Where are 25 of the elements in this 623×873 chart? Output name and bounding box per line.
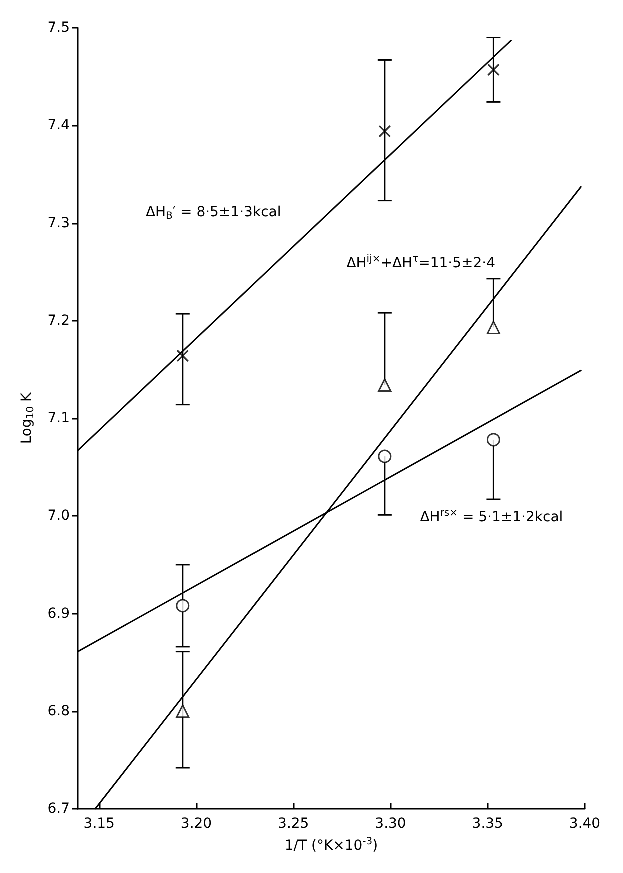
y-tick-label: 6.8 [48, 703, 70, 720]
point [378, 378, 392, 392]
x-tick-label: 3.40 [569, 816, 601, 832]
y-tick-label: 7.2 [48, 312, 70, 329]
x-tick-label: 3.25 [278, 816, 310, 832]
x-tick-label: 3.20 [180, 816, 212, 832]
point [378, 125, 391, 138]
point [176, 704, 190, 718]
point [378, 450, 392, 464]
y-axis-title: Log10 K [19, 392, 36, 444]
point [176, 599, 190, 613]
x-tick-label: 3.35 [472, 816, 504, 832]
y-tick-label: 7.4 [48, 118, 70, 134]
y-tick-label: 7.1 [48, 410, 70, 426]
y-tick-label: 7.0 [48, 508, 70, 524]
y-tick-label: 7.3 [48, 215, 70, 232]
x-tick-label: 3.30 [375, 816, 406, 832]
y-tick-label: 6.9 [48, 606, 70, 622]
point [488, 64, 500, 76]
point [486, 320, 500, 334]
x-tick-label: 3.15 [84, 816, 115, 832]
point [486, 433, 500, 447]
point [176, 350, 189, 362]
y-tick-label: 7.5 [48, 20, 70, 36]
y-tick-label: 6.7 [48, 801, 70, 817]
